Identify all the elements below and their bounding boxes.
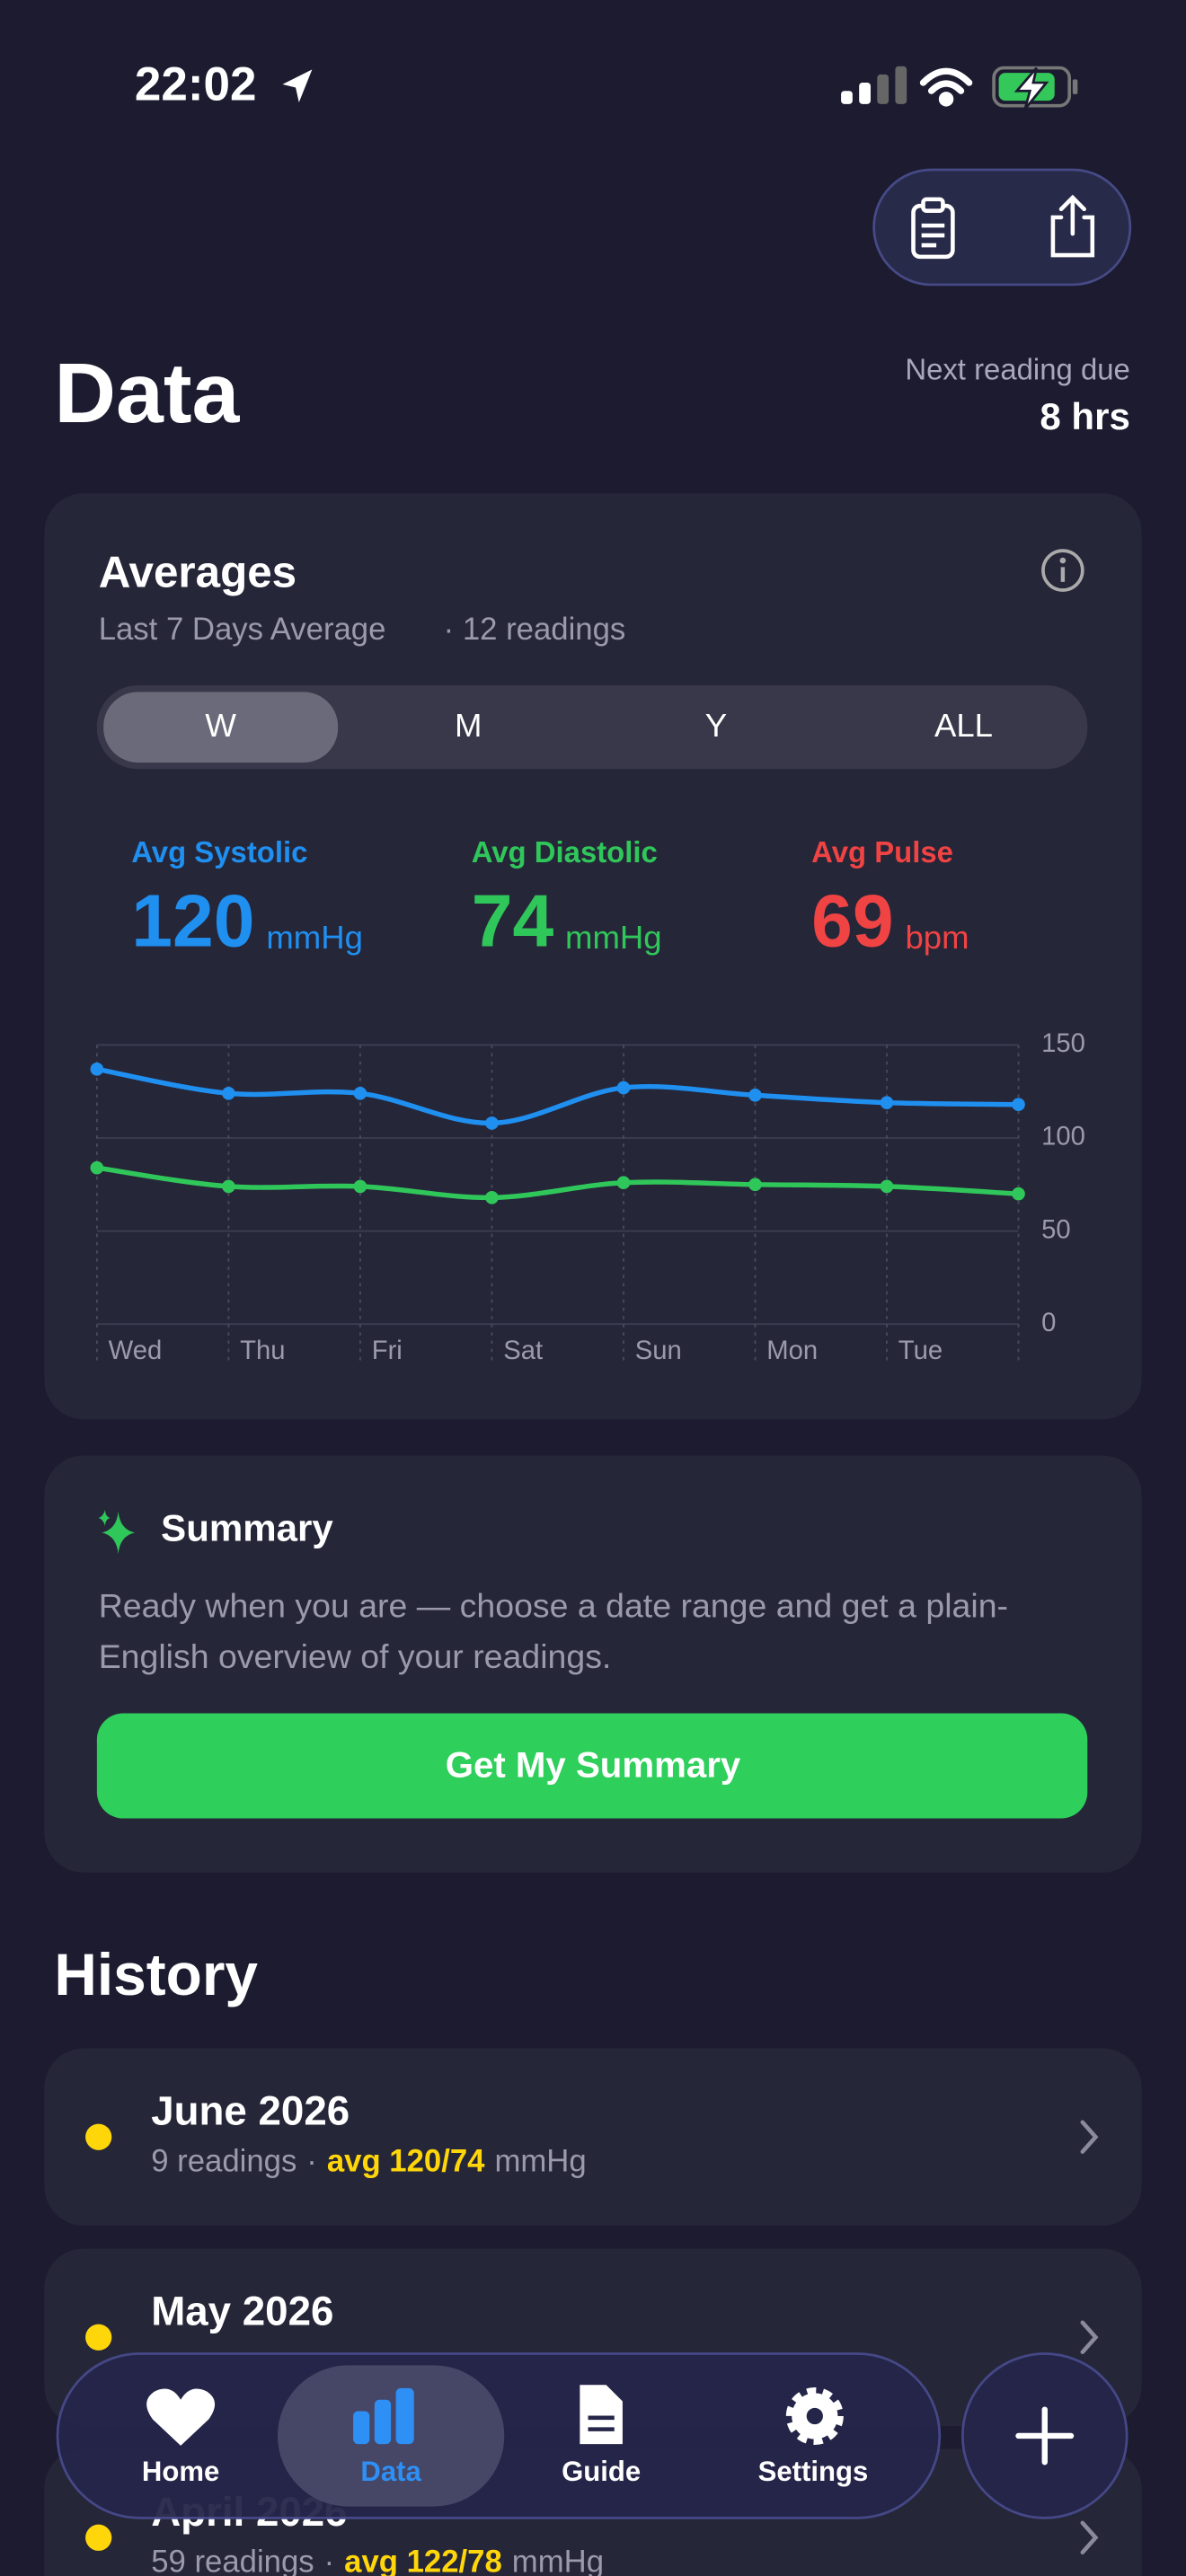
chevron (1080, 2520, 1099, 2555)
tab-label[interactable]: Settings (758, 2456, 869, 2487)
point (748, 1089, 762, 1102)
stat-label: Avg Systolic (131, 835, 307, 869)
range-control (96, 685, 1088, 770)
point (1012, 1187, 1025, 1201)
stat-value: 74 (472, 881, 554, 963)
home-icon (146, 2388, 216, 2446)
card-title: Averages (99, 548, 296, 597)
button-label: Get My Summary (446, 1744, 741, 1785)
history-row[interactable] (44, 2048, 1142, 2226)
separator: · (324, 2545, 335, 2576)
status-dot (85, 2524, 112, 2551)
point (748, 1178, 762, 1192)
point (353, 1179, 367, 1194)
next-reading-label: Next reading due (905, 353, 1130, 386)
separator: · (306, 2145, 317, 2179)
point (222, 1086, 235, 1100)
summary-button[interactable]: Get My Summary (96, 1713, 1088, 1819)
unit: mmHg (494, 2145, 586, 2179)
x-tick-label: Sun (635, 1337, 682, 1365)
status-dot (85, 2324, 112, 2351)
card-subtitle: Last 7 Days Average (99, 613, 386, 647)
y-tick-label: 100 (1041, 1123, 1085, 1151)
x-tick-label: Thu (240, 1337, 285, 1365)
point (1012, 1098, 1025, 1112)
line (96, 1165, 1019, 1201)
point (880, 1179, 894, 1194)
point (90, 1063, 104, 1076)
month: June 2026 (151, 2088, 350, 2134)
info-button[interactable] (1041, 549, 1084, 592)
row-subtitle: 59 readings · avg 122/78 mmHg (151, 2545, 604, 2576)
tab-label[interactable]: Home (142, 2456, 219, 2487)
chevron (1080, 2120, 1099, 2154)
x-tick-label: Wed (109, 1337, 163, 1365)
y-tick-label: 50 (1041, 1215, 1071, 1244)
battery-icon (992, 66, 1078, 110)
point (485, 1191, 499, 1204)
chevron (1080, 2320, 1099, 2354)
month: May 2026 (151, 2289, 333, 2334)
readings: 9 readings (151, 2145, 296, 2179)
avg: avg 122/78 (344, 2545, 502, 2576)
summary-text: Ready when you are — choose a date range… (99, 1586, 1008, 1624)
tab-label[interactable]: Data (360, 2456, 421, 2487)
data-icon (353, 2387, 414, 2445)
page-title: Data (54, 346, 240, 441)
settings-icon (785, 2387, 844, 2446)
readings: 59 readings (151, 2545, 314, 2576)
summary-text: English overview of your readings. (99, 1637, 612, 1675)
range-option[interactable]: Y (705, 707, 727, 744)
range-selection (103, 692, 339, 763)
y-tick-label: 150 (1041, 1029, 1085, 1058)
point (353, 1086, 367, 1100)
stat-value: 69 (811, 881, 894, 963)
point (90, 1160, 104, 1175)
x-tick-label: Tue (898, 1337, 943, 1365)
status-dot (85, 2123, 112, 2150)
stat-value: 120 (131, 881, 254, 963)
range-option[interactable]: W (205, 707, 236, 744)
stat-unit: bpm (905, 919, 969, 956)
stat-label: Avg Pulse (811, 835, 953, 869)
range-option[interactable]: ALL (934, 707, 993, 744)
x-tick-label: Mon (766, 1337, 818, 1365)
x-tick-label: Sat (503, 1337, 543, 1365)
stat-unit: mmHg (266, 919, 363, 956)
wifi-icon (919, 67, 973, 107)
unit: mmHg (512, 2545, 604, 2576)
row-subtitle: 9 readings · avg 120/74 mmHg (151, 2145, 587, 2179)
signal-icon (841, 66, 907, 104)
history-title: History (54, 1941, 258, 2007)
time: 22:02 (135, 58, 257, 111)
guide-icon (580, 2385, 623, 2445)
next-reading-value: 8 hrs (1040, 395, 1129, 437)
avg: avg 120/74 (327, 2145, 485, 2179)
share-button[interactable] (1050, 194, 1095, 258)
sparkle-icon (98, 1509, 135, 1555)
tab-label[interactable]: Guide (562, 2456, 641, 2487)
range-option[interactable]: M (455, 707, 482, 744)
point (880, 1096, 894, 1109)
y-tick-label: 0 (1041, 1309, 1056, 1337)
point (616, 1176, 631, 1190)
stat-label: Avg Diastolic (472, 835, 658, 869)
point (616, 1081, 631, 1095)
location-icon (282, 69, 313, 102)
point (222, 1179, 235, 1194)
clipboard-button[interactable] (911, 197, 955, 260)
stat-unit: mmHg (565, 919, 662, 956)
reading-count: · 12 readings (444, 613, 626, 647)
x-tick-label: Fri (372, 1337, 403, 1365)
summary-title: Summary (161, 1507, 333, 1549)
add-button[interactable] (960, 2352, 1128, 2519)
line (96, 1066, 1019, 1126)
point (485, 1116, 499, 1130)
